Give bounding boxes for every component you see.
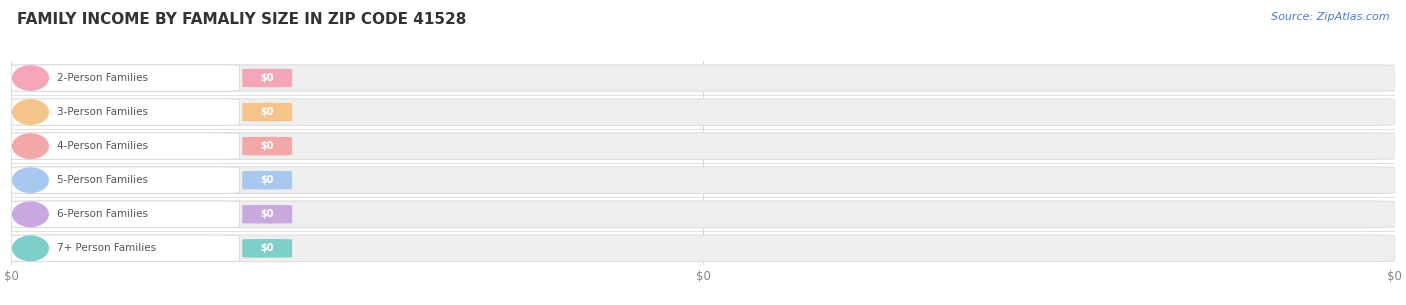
Text: $0: $0 xyxy=(260,73,274,83)
Text: 5-Person Families: 5-Person Families xyxy=(56,175,148,185)
FancyBboxPatch shape xyxy=(11,65,239,91)
FancyBboxPatch shape xyxy=(242,239,292,258)
Text: 3-Person Families: 3-Person Families xyxy=(56,107,148,117)
FancyBboxPatch shape xyxy=(11,65,1395,91)
Ellipse shape xyxy=(13,100,48,124)
FancyBboxPatch shape xyxy=(11,99,1395,125)
Ellipse shape xyxy=(13,66,48,90)
FancyBboxPatch shape xyxy=(11,201,239,228)
FancyBboxPatch shape xyxy=(11,133,239,160)
FancyBboxPatch shape xyxy=(11,167,1395,193)
FancyBboxPatch shape xyxy=(11,235,239,262)
Text: 7+ Person Families: 7+ Person Families xyxy=(56,243,156,253)
Ellipse shape xyxy=(13,168,48,192)
FancyBboxPatch shape xyxy=(11,133,1395,160)
FancyBboxPatch shape xyxy=(11,201,1395,228)
Text: $0: $0 xyxy=(260,141,274,151)
Text: $0: $0 xyxy=(260,209,274,219)
Text: 4-Person Families: 4-Person Families xyxy=(56,141,148,151)
FancyBboxPatch shape xyxy=(242,103,292,121)
Text: $0: $0 xyxy=(260,175,274,185)
FancyBboxPatch shape xyxy=(11,235,1395,262)
Ellipse shape xyxy=(13,134,48,158)
FancyBboxPatch shape xyxy=(11,99,239,125)
Text: 2-Person Families: 2-Person Families xyxy=(56,73,148,83)
Ellipse shape xyxy=(13,236,48,260)
FancyBboxPatch shape xyxy=(242,205,292,224)
Text: 6-Person Families: 6-Person Families xyxy=(56,209,148,219)
FancyBboxPatch shape xyxy=(11,167,239,193)
Text: FAMILY INCOME BY FAMALIY SIZE IN ZIP CODE 41528: FAMILY INCOME BY FAMALIY SIZE IN ZIP COD… xyxy=(17,12,467,27)
Text: $0: $0 xyxy=(260,243,274,253)
Text: Source: ZipAtlas.com: Source: ZipAtlas.com xyxy=(1271,12,1389,22)
FancyBboxPatch shape xyxy=(242,69,292,87)
Text: $0: $0 xyxy=(260,107,274,117)
FancyBboxPatch shape xyxy=(242,171,292,189)
FancyBboxPatch shape xyxy=(242,137,292,156)
Ellipse shape xyxy=(13,202,48,227)
